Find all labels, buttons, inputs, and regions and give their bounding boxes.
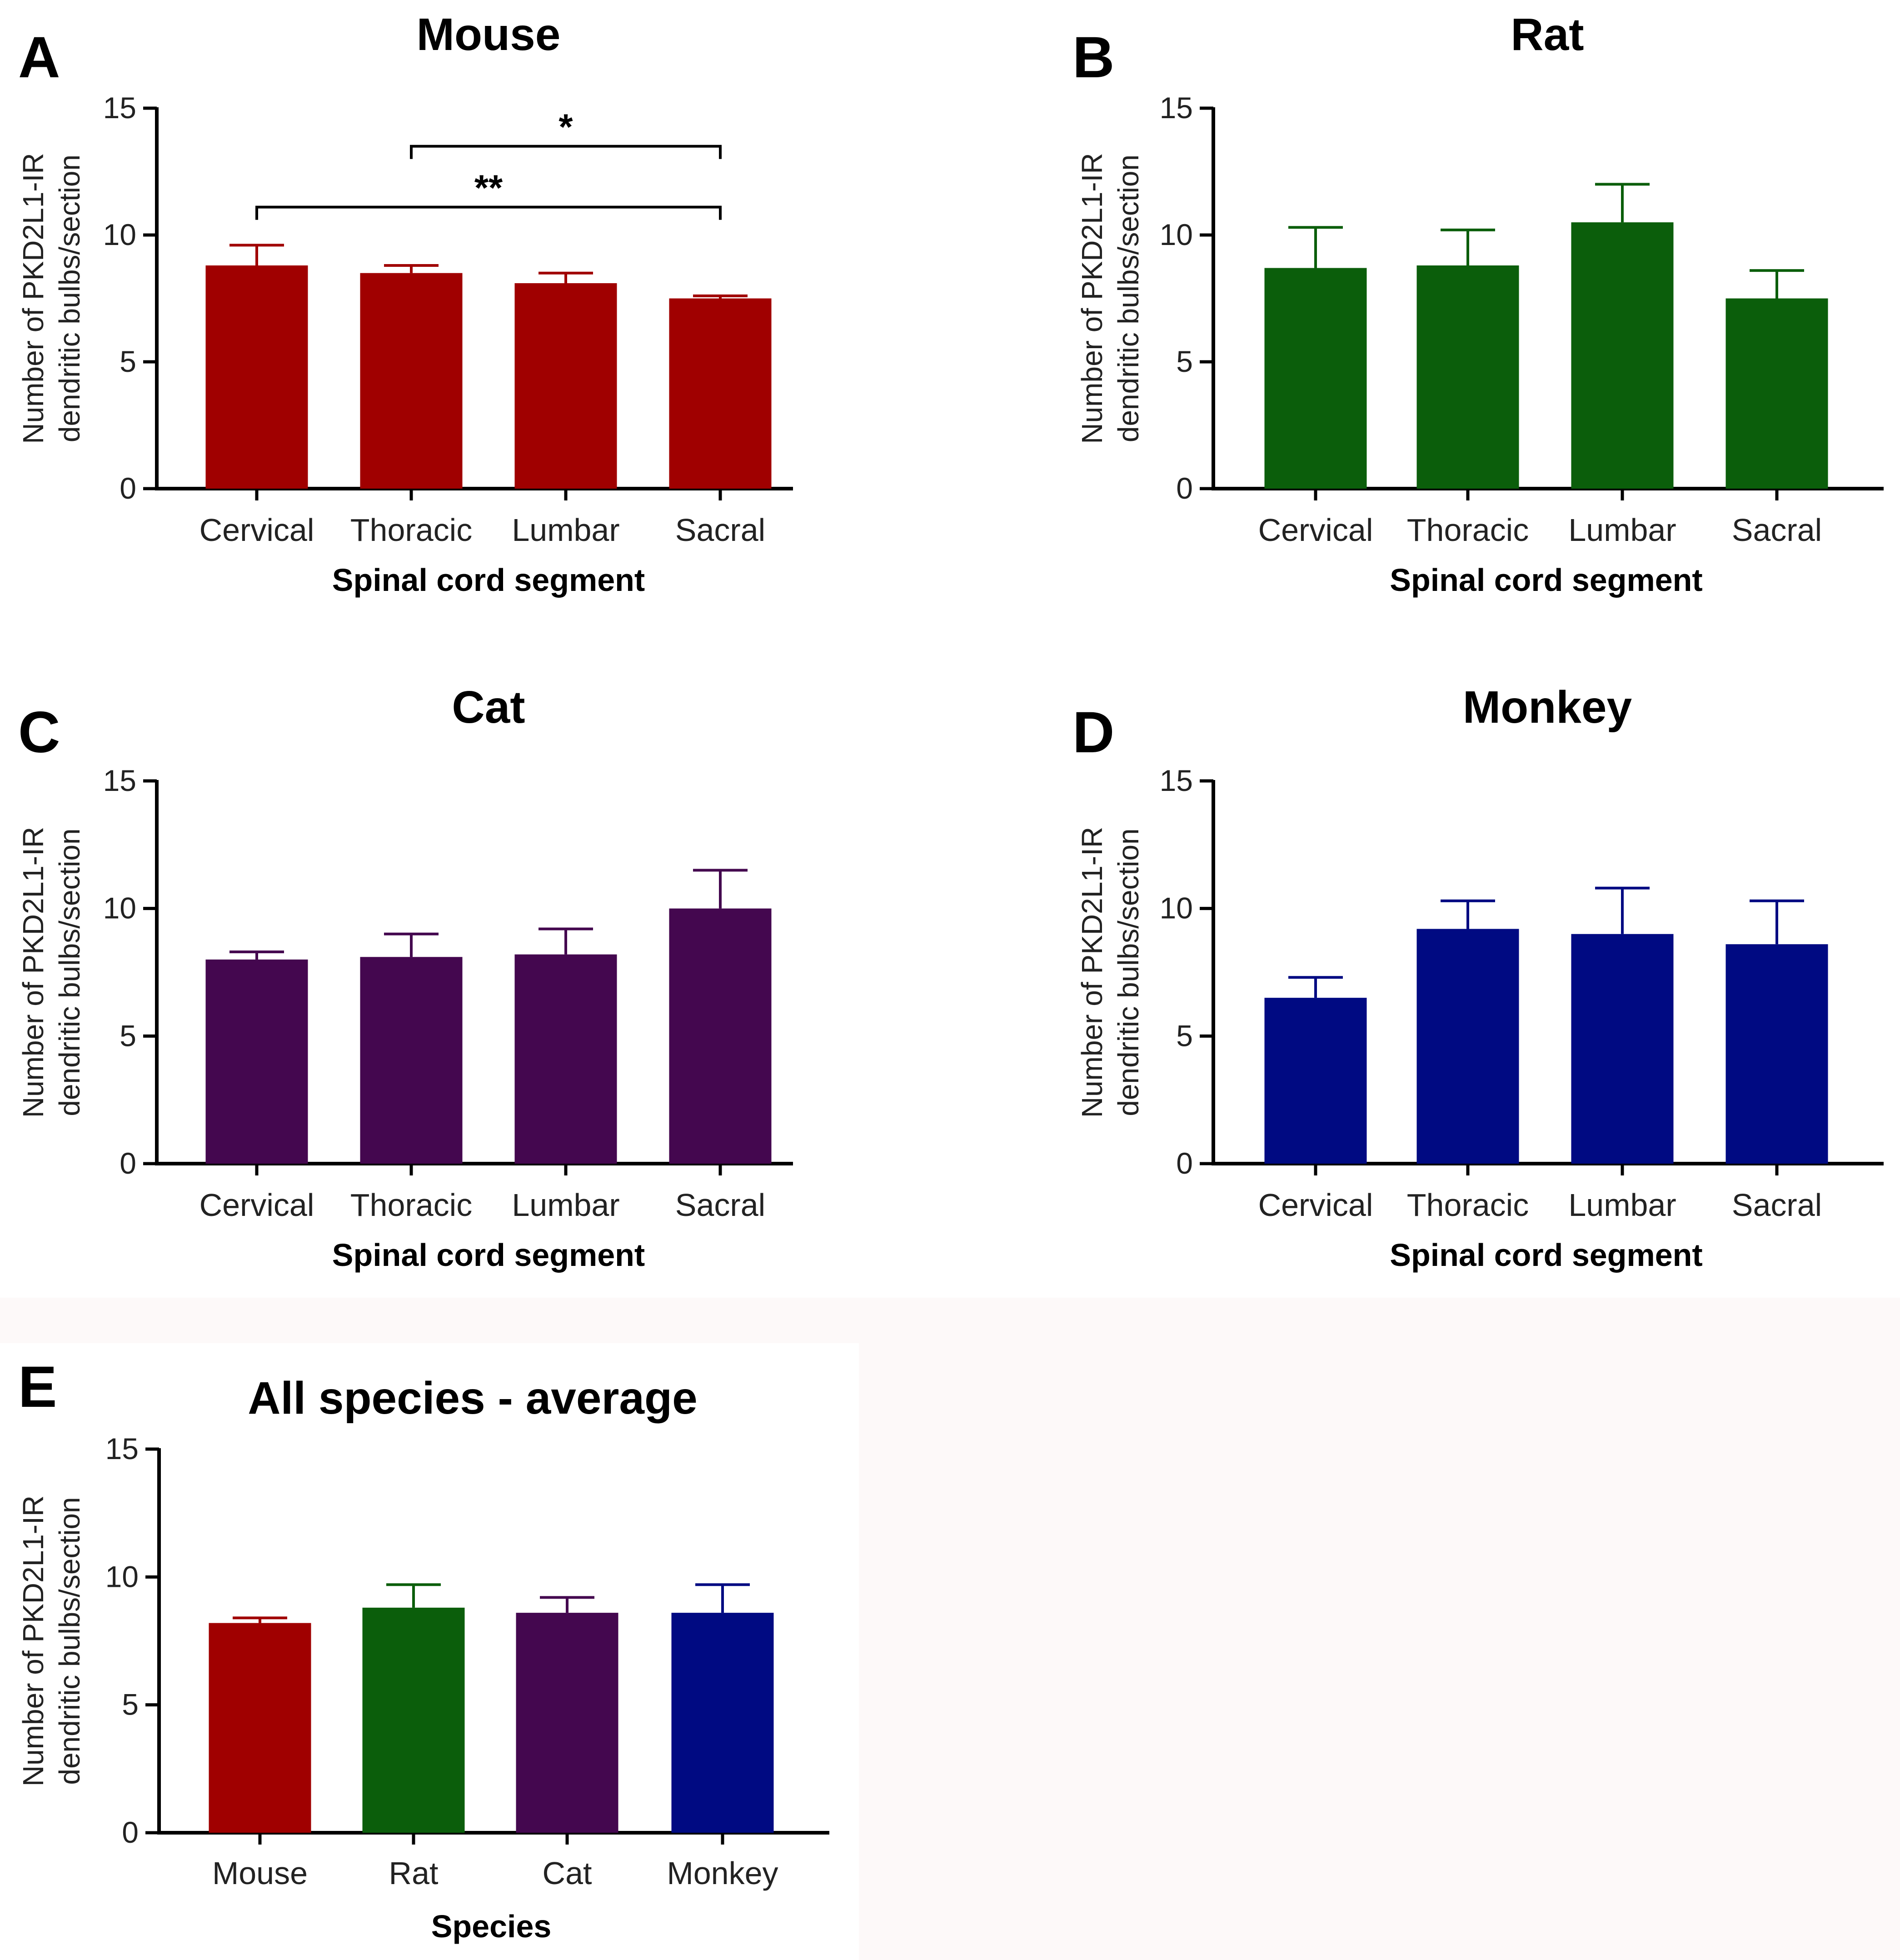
y-tick-label: 15 xyxy=(103,764,136,797)
category-label: Cervical xyxy=(1258,512,1373,548)
bar xyxy=(360,273,463,489)
y-tick-label: 15 xyxy=(1160,91,1193,125)
panel-letter: D xyxy=(1072,700,1114,765)
bar xyxy=(1571,934,1674,1164)
y-tick-label: 10 xyxy=(103,218,136,251)
y-tick-label: 0 xyxy=(1176,471,1193,505)
bar xyxy=(514,954,617,1164)
chart-title: Cat xyxy=(452,682,525,733)
x-axis-label: Species xyxy=(431,1909,552,1944)
chart-title: Rat xyxy=(1511,9,1584,60)
y-tick-label: 5 xyxy=(120,345,136,378)
panel-d: D Monkey 0 5 10 15 Number of PKD2L1-IR dendriti… xyxy=(1072,682,1884,1273)
y-axis-label-line: Number of PKD2L1-IR xyxy=(17,153,50,444)
category-label: Cervical xyxy=(1258,1187,1373,1223)
y-axis-label-line: dendritic bulbs/section xyxy=(53,1497,86,1785)
category-label: Sacral xyxy=(1732,1187,1822,1223)
y-tick-label: 0 xyxy=(122,1815,139,1849)
bar xyxy=(1264,998,1367,1164)
bar xyxy=(1264,268,1367,489)
chart-title: Mouse xyxy=(417,9,561,60)
chart-title: Monkey xyxy=(1463,682,1632,733)
category-label: Cat xyxy=(543,1855,592,1891)
y-tick-label: 5 xyxy=(122,1688,139,1721)
bar xyxy=(671,1613,774,1833)
bar xyxy=(209,1623,311,1833)
significance-bracket xyxy=(255,205,722,220)
x-axis-label: Spinal cord segment xyxy=(1390,562,1702,598)
bar xyxy=(205,265,308,489)
bar xyxy=(1725,298,1828,489)
y-axis-label-line: dendritic bulbs/section xyxy=(53,155,86,442)
category-label: Rat xyxy=(389,1855,439,1891)
y-tick-label: 0 xyxy=(120,1146,136,1180)
y-axis-label-line: Number of PKD2L1-IR xyxy=(17,1495,50,1786)
y-tick-label: 10 xyxy=(103,891,136,925)
bar xyxy=(514,283,617,489)
y-tick-label: 15 xyxy=(103,91,136,125)
y-axis-label-line: Number of PKD2L1-IR xyxy=(17,827,50,1118)
bar xyxy=(516,1613,618,1833)
category-label: Thoracic xyxy=(350,1187,472,1223)
panel-a: A Mouse 0 5 10 15 Number of PKD2L1-IR dendritic… xyxy=(17,9,793,598)
y-axis-label-line: dendritic bulbs/section xyxy=(1112,828,1145,1116)
y-tick-label: 5 xyxy=(1176,1019,1193,1052)
x-axis-label: Spinal cord segment xyxy=(332,1237,645,1273)
category-label: Lumbar xyxy=(1568,1187,1676,1223)
y-axis-label-line: Number of PKD2L1-IR xyxy=(1076,827,1108,1118)
category-label: Mouse xyxy=(212,1855,308,1891)
panel-letter: E xyxy=(18,1355,57,1420)
y-tick-label: 10 xyxy=(105,1560,139,1593)
category-label: Sacral xyxy=(675,512,765,548)
bar xyxy=(360,957,463,1164)
category-label: Cervical xyxy=(199,1187,314,1223)
bar xyxy=(1416,929,1519,1164)
bar xyxy=(1571,222,1674,489)
bar xyxy=(1725,944,1828,1164)
y-tick-label: 5 xyxy=(1176,345,1193,378)
category-label: Cervical xyxy=(199,512,314,548)
x-axis-label: Spinal cord segment xyxy=(1390,1237,1702,1273)
y-tick-label: 10 xyxy=(1160,891,1193,925)
bar xyxy=(362,1607,465,1833)
x-axis-label: Spinal cord segment xyxy=(332,562,645,598)
category-label: Lumbar xyxy=(1568,512,1676,548)
y-axis-label-line: dendritic bulbs/section xyxy=(1112,155,1145,442)
bar xyxy=(669,298,772,489)
y-tick-label: 15 xyxy=(1160,764,1193,797)
category-label: Sacral xyxy=(675,1187,765,1223)
category-label: Thoracic xyxy=(1407,512,1529,548)
category-label: Thoracic xyxy=(350,512,472,548)
panel-c: C Cat 0 5 10 15 Number of PKD2L1-IR dendritic b… xyxy=(17,682,793,1273)
panel-letter: B xyxy=(1072,25,1114,90)
bar xyxy=(669,908,772,1164)
y-axis-label-line: Number of PKD2L1-IR xyxy=(1076,153,1108,444)
panel-letter: A xyxy=(18,25,60,90)
y-tick-label: 0 xyxy=(1176,1146,1193,1180)
category-label: Monkey xyxy=(667,1855,778,1891)
bar xyxy=(205,959,308,1164)
y-tick-label: 10 xyxy=(1160,218,1193,251)
significance-bracket xyxy=(410,145,722,159)
y-axis-label-line: dendritic bulbs/section xyxy=(53,828,86,1116)
y-tick-label: 0 xyxy=(120,471,136,505)
category-label: Lumbar xyxy=(512,1187,619,1223)
category-label: Thoracic xyxy=(1407,1187,1529,1223)
category-label: Sacral xyxy=(1732,512,1822,548)
significance-label: ** xyxy=(474,168,503,208)
panel-b: B Rat 0 5 10 15 Number of PKD2L1-IR dendritic b… xyxy=(1072,9,1884,598)
significance-label: * xyxy=(559,107,573,147)
y-tick-label: 5 xyxy=(120,1019,136,1052)
y-tick-label: 15 xyxy=(105,1432,139,1465)
chart-title: All species - average xyxy=(248,1373,697,1424)
bar xyxy=(1416,265,1519,489)
category-label: Lumbar xyxy=(512,512,619,548)
panel-e: E All species - average 0 5 10 15 Number of PK… xyxy=(17,1355,829,1944)
panel-letter: C xyxy=(18,700,60,765)
